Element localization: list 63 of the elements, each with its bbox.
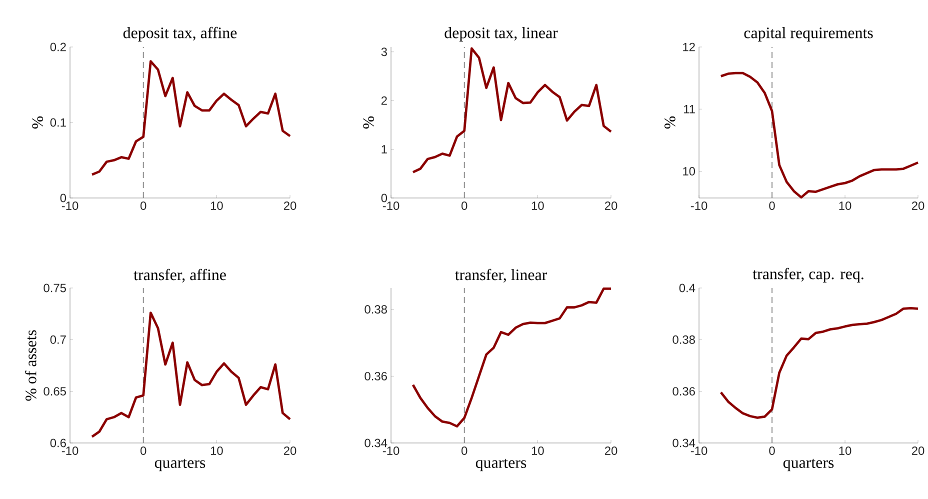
x-tick-label: -10 [382,202,400,210]
x-tick-label: 20 [604,446,618,455]
y-tick-label: 11 [684,105,695,114]
chart-title: transfer, affine [134,268,226,282]
chart-title: transfer, linear [455,268,548,282]
line-series [90,60,292,176]
y-axis-title: % of assets [24,330,36,401]
y-axis-title: % [363,116,374,129]
x-tick-label: 20 [912,202,924,210]
x-tick-label: 20 [284,202,296,210]
chart-title: deposit tax, linear [444,27,558,42]
x-tick-label: 0 [769,202,775,210]
x-tick-label: 20 [284,446,296,455]
y-tick-label: 1 [382,145,387,154]
y-tick-label: 0.34 [672,438,696,448]
line-series [90,312,292,438]
y-tick-label: 0.2 [50,42,66,52]
x-axis-title: quarters [154,458,206,472]
chart-title: deposit tax, affine [123,26,237,42]
x-tick-label: 10 [210,446,223,455]
x-tick-label: -10 [62,202,78,210]
x-axis-title: quarters [476,458,526,472]
x-tick-label: -10 [690,446,708,455]
chart-title: transfer, cap. req. [752,268,864,282]
chart-title: capital requirements [744,27,873,42]
x-tick-label: 10 [532,446,544,455]
x-tick-label: -10 [690,202,708,210]
x-tick-label: 10 [532,202,544,210]
y-tick-label: 0.38 [364,305,387,314]
y-tick-label: 0 [381,194,388,202]
y-axis-title: % [664,116,676,129]
x-tick-label: 20 [912,446,924,455]
x-axis-title: quarters [783,458,834,472]
y-tick-label: 0.65 [44,387,66,396]
x-tick-label: 0 [461,202,468,210]
x-tick-label: 0 [461,446,468,455]
y-tick-label: 0.75 [44,284,66,292]
y-tick-label: 10 [683,167,696,176]
x-tick-label: 0 [140,202,146,210]
x-tick-label: 0 [140,446,146,455]
x-tick-label: 20 [604,202,618,210]
y-tick-label: 0.7 [50,335,66,344]
line-series [412,287,612,428]
y-tick-label: 0.34 [364,438,388,448]
y-tick-label: 0.38 [672,335,695,344]
line-series [412,47,612,174]
y-tick-label: 0.6 [50,438,66,448]
x-tick-label: 10 [839,446,852,455]
y-tick-label: 3 [381,48,387,56]
x-tick-label: 10 [210,202,223,210]
y-tick-label: 2 [381,96,387,105]
y-tick-label: 0.4 [679,284,696,292]
y-tick-label: 12 [683,42,695,52]
y-tick-label: 0 [60,194,66,202]
y-tick-label: 0.1 [50,118,66,127]
y-axis-title: % [32,116,44,129]
y-tick-label: 0.36 [364,372,387,380]
x-tick-label: -10 [382,446,400,455]
x-tick-label: 10 [839,202,852,210]
x-tick-label: -10 [62,446,78,455]
x-tick-label: 0 [769,446,775,455]
line-series [720,306,920,419]
y-tick-label: 0.36 [672,387,695,396]
